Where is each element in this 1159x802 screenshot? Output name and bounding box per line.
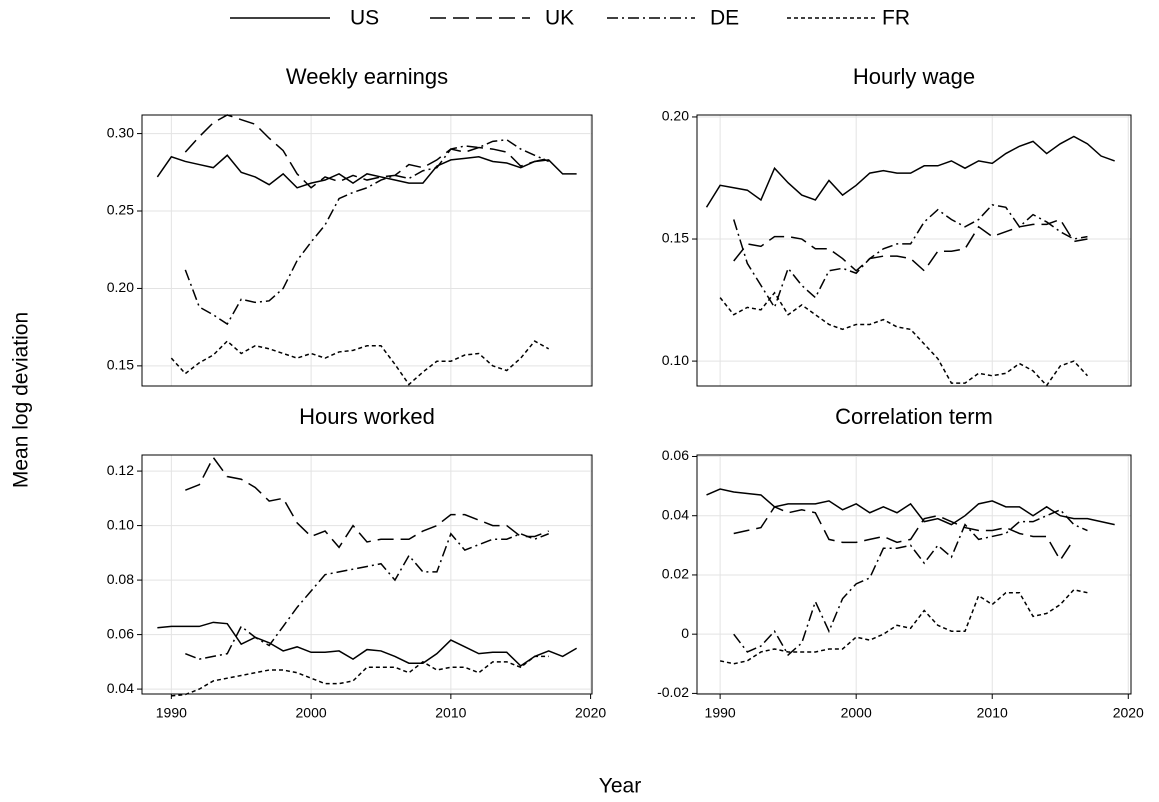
series-line: [184, 139, 549, 326]
panel-title: Correlation term: [835, 404, 993, 429]
y-tick-label: 0.20: [107, 279, 134, 295]
x-tick-label: 2020: [575, 705, 606, 721]
series-line: [705, 135, 1115, 208]
panel: Hourly wage 0.10 0.15 0.20: [662, 64, 1132, 387]
y-axis-title: Mean log deviation: [10, 312, 33, 488]
legend-label: US: [350, 7, 379, 30]
series-line: [185, 456, 549, 549]
y-tick-label: 0.30: [107, 124, 134, 140]
plot-frame: [141, 454, 593, 695]
y-tick-label: 0.04: [662, 506, 689, 522]
x-tick-label: 2010: [435, 705, 466, 721]
plot-frame: [696, 454, 1132, 695]
panel: Hours worked 0.04 0.06 0.08 0.10 0.12 1990 2000…: [107, 404, 607, 721]
series-line: [733, 508, 1088, 657]
x-axis-title: Year: [599, 775, 641, 798]
series-line: [170, 340, 550, 386]
series-line: [733, 218, 1088, 272]
series-line: [184, 114, 549, 189]
legend-label: UK: [545, 7, 574, 30]
panel: Weekly earnings 0.15 0.20 0.25 0.30: [107, 64, 593, 387]
panel-title: Weekly earnings: [286, 64, 448, 89]
y-tick-label: 0.25: [107, 202, 134, 218]
y-tick-label: 0.04: [107, 680, 134, 696]
plot-frame: [141, 114, 593, 387]
series-line: [733, 505, 1075, 562]
panel: Correlation term -0.02 0 0.02 0.04 0.06 1990 20…: [657, 404, 1144, 721]
series-line: [157, 621, 578, 667]
x-tick-label: 1990: [705, 705, 736, 721]
y-tick-label: 0.15: [662, 230, 689, 246]
series-line: [733, 204, 1088, 310]
y-tick-label: 0.08: [107, 571, 134, 587]
y-tick-label: 0.20: [662, 108, 689, 124]
y-tick-label: 0: [681, 625, 689, 641]
x-tick-label: 1990: [156, 705, 187, 721]
y-tick-label: 0.06: [662, 447, 689, 463]
series-line: [185, 532, 549, 660]
plot-frame: [696, 114, 1132, 387]
legend-label: DE: [710, 7, 739, 30]
legend-label: FR: [882, 7, 910, 30]
y-tick-label: 0.12: [107, 462, 134, 478]
y-tick-label: -0.02: [657, 684, 689, 700]
series-line: [156, 154, 577, 189]
y-tick-label: 0.10: [662, 352, 689, 368]
x-tick-label: 2010: [977, 705, 1008, 721]
panel-title: Hourly wage: [853, 64, 975, 89]
x-tick-label: 2000: [841, 705, 872, 721]
y-tick-label: 0.02: [662, 566, 689, 582]
series-line: [719, 291, 1089, 387]
series-line: [706, 488, 1115, 526]
y-tick-label: 0.15: [107, 357, 134, 373]
series-line: [171, 655, 549, 697]
panel-title: Hours worked: [299, 404, 435, 429]
x-tick-label: 2020: [1113, 705, 1144, 721]
y-tick-label: 0.10: [107, 516, 134, 532]
y-tick-label: 0.06: [107, 625, 134, 641]
x-tick-label: 2000: [296, 705, 327, 721]
series-line: [719, 588, 1088, 665]
